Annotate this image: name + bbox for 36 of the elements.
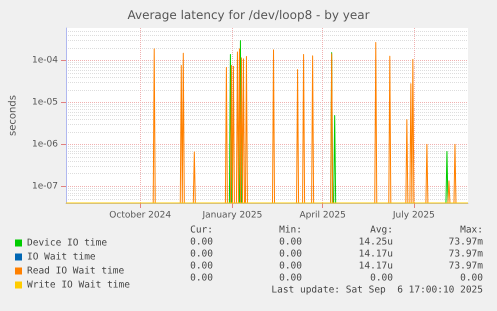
x-tick-label: January 2025 xyxy=(201,210,262,220)
text: 73.97m xyxy=(448,248,484,260)
x-tick-label: July 2025 xyxy=(392,210,435,220)
text: 0.00 xyxy=(370,272,394,284)
y-tick-label: 1e-06 xyxy=(32,139,58,150)
x-tick-label: October 2024 xyxy=(109,210,172,220)
text: 0.00 xyxy=(279,272,302,284)
text: Avg: xyxy=(370,224,393,236)
text: 0.00 xyxy=(190,272,214,284)
y-tick-label: 1e-05 xyxy=(32,98,58,108)
text: 14.25u xyxy=(358,236,393,248)
text: Cur: xyxy=(190,224,213,236)
chart-title: Average latency for /dev/loop8 - by year xyxy=(127,8,370,22)
legend-label: Write IO Wait time xyxy=(27,280,130,290)
legend-label: Read IO Wait time xyxy=(27,266,125,276)
text: 0.00 xyxy=(279,260,302,272)
legend-label: Device IO time xyxy=(27,238,108,248)
text: 0.00 xyxy=(279,248,302,260)
text: 73.97m xyxy=(448,260,484,272)
legend-label: IO Wait time xyxy=(27,252,96,262)
line-series xyxy=(152,42,456,204)
text: Max: xyxy=(460,224,483,236)
text: Last update: Sat Sep 6 17:00:10 2025 xyxy=(271,284,483,296)
y-tick-label: 1e-07 xyxy=(32,181,58,192)
text: 14.17u xyxy=(358,260,393,272)
text: 14.17u xyxy=(358,248,393,260)
text: Min: xyxy=(279,224,302,236)
y-axis-title: seconds xyxy=(8,95,18,136)
text: 0.00 xyxy=(460,272,484,284)
text: 0.00 xyxy=(190,236,214,248)
text: 0.00 xyxy=(190,260,214,272)
text: 73.97m xyxy=(448,236,484,248)
y-tick-label: 1e-04 xyxy=(32,56,58,66)
text: 0.00 xyxy=(279,236,302,248)
text: 0.00 xyxy=(190,248,214,260)
x-tick-label: April 2025 xyxy=(299,210,346,220)
